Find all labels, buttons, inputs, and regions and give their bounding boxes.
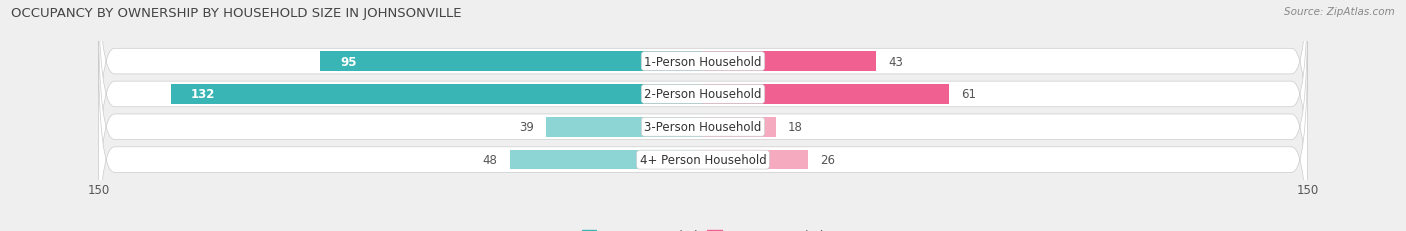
Text: 132: 132 <box>191 88 215 101</box>
FancyBboxPatch shape <box>98 42 1308 231</box>
Text: 26: 26 <box>820 153 835 166</box>
Text: 1-Person Household: 1-Person Household <box>644 55 762 68</box>
Text: OCCUPANCY BY OWNERSHIP BY HOUSEHOLD SIZE IN JOHNSONVILLE: OCCUPANCY BY OWNERSHIP BY HOUSEHOLD SIZE… <box>11 7 461 20</box>
Text: 4+ Person Household: 4+ Person Household <box>640 153 766 166</box>
Text: 39: 39 <box>519 121 534 134</box>
Bar <box>321 52 703 72</box>
Bar <box>703 52 876 72</box>
Text: 95: 95 <box>340 55 357 68</box>
Text: Source: ZipAtlas.com: Source: ZipAtlas.com <box>1284 7 1395 17</box>
Bar <box>509 150 703 170</box>
Text: 2-Person Household: 2-Person Household <box>644 88 762 101</box>
Text: 18: 18 <box>787 121 803 134</box>
Text: 43: 43 <box>889 55 903 68</box>
Text: 48: 48 <box>482 153 498 166</box>
Legend: Owner-occupied, Renter-occupied: Owner-occupied, Renter-occupied <box>578 224 828 231</box>
Text: 3-Person Household: 3-Person Household <box>644 121 762 134</box>
FancyBboxPatch shape <box>98 0 1308 180</box>
Bar <box>172 85 703 104</box>
Bar <box>546 117 703 137</box>
Text: 61: 61 <box>960 88 976 101</box>
Bar <box>703 85 949 104</box>
FancyBboxPatch shape <box>98 0 1308 213</box>
FancyBboxPatch shape <box>98 9 1308 231</box>
Bar <box>703 150 808 170</box>
Bar <box>703 117 776 137</box>
